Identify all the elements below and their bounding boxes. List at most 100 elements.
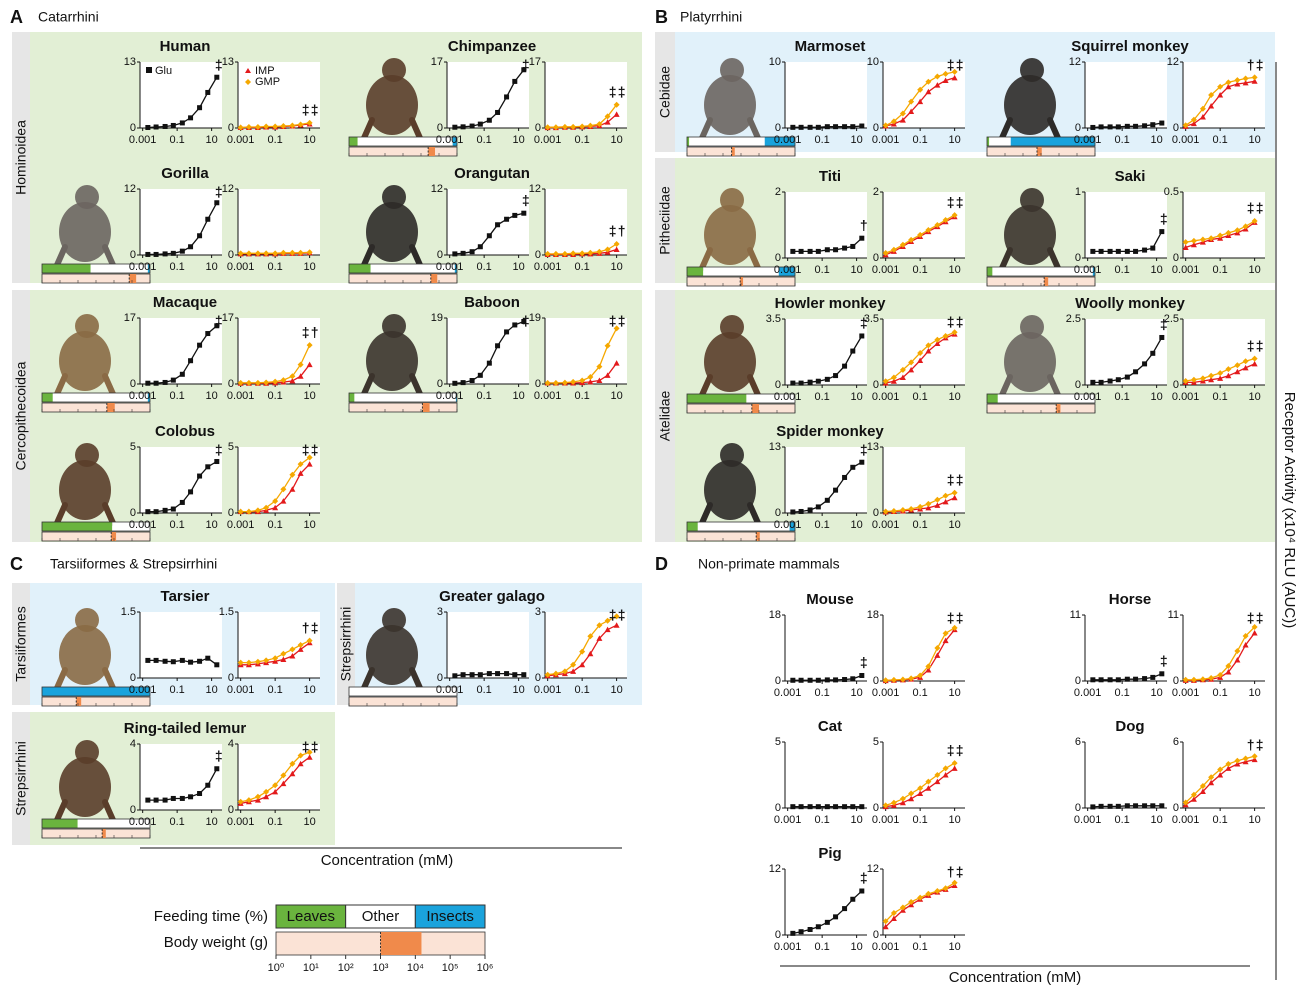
animal-image xyxy=(54,667,116,691)
point xyxy=(1208,675,1215,681)
x-tick-label: 10 xyxy=(850,264,862,276)
point xyxy=(289,653,296,659)
feeding-bar xyxy=(348,136,458,147)
point xyxy=(587,633,594,640)
point xyxy=(162,658,168,664)
species-name: Greater galago xyxy=(439,588,545,605)
point xyxy=(280,650,287,657)
feeding-segment xyxy=(454,264,457,273)
point xyxy=(1090,248,1096,254)
point xyxy=(504,216,510,222)
point xyxy=(579,377,586,384)
x-tick-label: 0.1 xyxy=(574,261,589,273)
point xyxy=(917,790,924,796)
point xyxy=(1133,676,1139,682)
plot-area xyxy=(883,447,965,513)
x-tick-label: 10 xyxy=(1248,687,1260,699)
point xyxy=(1199,783,1206,789)
point xyxy=(245,250,252,257)
point xyxy=(512,672,518,678)
point xyxy=(604,246,611,253)
point xyxy=(272,655,279,662)
x-tick-label: 10 xyxy=(1248,264,1260,276)
plot-area xyxy=(785,447,867,513)
y-tick-label: 1.5 xyxy=(121,606,136,618)
y-tick-label: 2 xyxy=(873,186,879,198)
plot-area xyxy=(447,189,529,255)
x-tick-label: 10 xyxy=(1248,391,1260,403)
point xyxy=(1190,120,1197,127)
point xyxy=(917,785,924,792)
point xyxy=(1107,248,1113,254)
key-bw-tick-label: 10¹ xyxy=(303,962,319,974)
animal-image xyxy=(1020,58,1044,82)
point xyxy=(842,124,848,130)
point xyxy=(289,486,296,492)
point xyxy=(942,217,949,224)
x-tick-label: 10 xyxy=(205,134,217,146)
point xyxy=(1090,804,1096,810)
point xyxy=(579,250,586,257)
point xyxy=(1190,676,1197,683)
x-tick-label: 10 xyxy=(205,519,217,531)
species-name: Colobus xyxy=(155,423,215,440)
point xyxy=(170,795,176,801)
y-tick-label: 0 xyxy=(130,249,136,261)
animal-image xyxy=(1020,315,1044,339)
point xyxy=(306,249,313,256)
x-tick-label: 0.001 xyxy=(774,814,802,826)
y-tick-label: 17 xyxy=(222,312,234,324)
point xyxy=(1217,92,1224,98)
point xyxy=(1098,124,1104,130)
point xyxy=(1199,788,1206,794)
animal-image xyxy=(720,443,744,467)
x-tick-label: 0.001 xyxy=(1172,687,1200,699)
point xyxy=(512,78,518,84)
animal-image xyxy=(382,608,406,632)
x-tick-label: 0.1 xyxy=(912,134,927,146)
y-tick-label: 12 xyxy=(867,863,879,875)
x-tick-label: 10 xyxy=(948,264,960,276)
significance: ‡ xyxy=(618,83,626,99)
point xyxy=(934,778,941,785)
x-tick-label: 0.1 xyxy=(476,261,491,273)
panel-title: Catarrhini xyxy=(38,9,99,25)
significance: ‡ xyxy=(302,739,310,755)
significance: † xyxy=(1247,57,1255,73)
point xyxy=(162,123,168,129)
point xyxy=(254,507,261,514)
key-bw-tick-label: 10⁵ xyxy=(442,962,459,974)
point xyxy=(1199,676,1206,683)
significance: ‡ xyxy=(947,471,955,487)
significance: ‡ xyxy=(1160,210,1168,226)
feeding-segment xyxy=(147,264,150,273)
significance: ‡ xyxy=(215,184,223,200)
x-tick-label: 0.1 xyxy=(1212,264,1227,276)
point xyxy=(1133,123,1139,129)
animal-image xyxy=(59,460,111,520)
feeding-segment xyxy=(357,137,453,146)
point xyxy=(170,506,176,512)
point xyxy=(486,233,492,239)
panel-label: D xyxy=(655,554,668,574)
x-tick-label: 0.1 xyxy=(814,264,829,276)
x-tick-label: 0.1 xyxy=(574,134,589,146)
point xyxy=(596,363,603,370)
point xyxy=(824,677,830,683)
point xyxy=(205,89,211,95)
point xyxy=(1115,803,1121,809)
point xyxy=(1124,676,1130,682)
point xyxy=(1234,81,1241,87)
y-tick-label: 0 xyxy=(437,122,443,134)
point xyxy=(245,508,252,515)
y-tick-label: 0 xyxy=(873,507,879,519)
point xyxy=(890,676,897,683)
significance: ‡ xyxy=(860,654,868,670)
y-tick-label: 19 xyxy=(431,312,443,324)
y-tick-label: 19 xyxy=(529,312,541,324)
point xyxy=(214,459,220,465)
point xyxy=(1182,122,1189,129)
point xyxy=(162,251,168,257)
point xyxy=(272,504,279,511)
point xyxy=(790,509,796,515)
